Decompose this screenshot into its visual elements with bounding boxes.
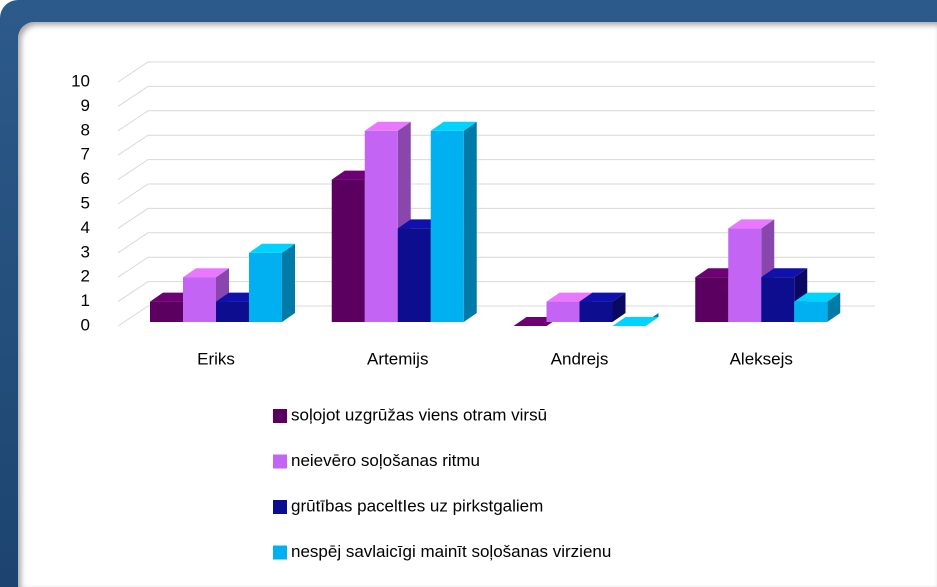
y-tick-label: 10 xyxy=(71,71,90,90)
y-tick-label: 6 xyxy=(81,169,90,188)
y-tick-label: 5 xyxy=(81,193,90,212)
bar-front xyxy=(331,179,365,322)
bar-top xyxy=(183,268,229,278)
x-tick-label: Aleksejs xyxy=(730,349,793,368)
x-tick-label: Artemijs xyxy=(367,349,428,368)
bar-front xyxy=(695,277,729,322)
y-tick-label: 2 xyxy=(81,267,90,286)
legend-label: soļojot uzgrūžas viens otram virsū xyxy=(291,405,547,424)
bar-front xyxy=(150,301,183,322)
y-tick-label: 1 xyxy=(81,291,90,310)
grid-line xyxy=(117,232,875,254)
bar-side xyxy=(612,292,626,322)
bar xyxy=(579,292,626,322)
y-tick-label: 0 xyxy=(81,315,90,334)
x-tick-label: Andrejs xyxy=(551,349,609,368)
grid-line xyxy=(117,134,875,156)
bar-top xyxy=(761,268,808,278)
bar-top xyxy=(728,219,775,229)
bar-front xyxy=(728,228,762,322)
bar-side xyxy=(463,121,477,322)
bar-front xyxy=(183,277,216,322)
y-tick-label: 7 xyxy=(81,145,90,164)
bar-top xyxy=(579,292,626,302)
bar xyxy=(430,121,477,322)
bar-top xyxy=(546,292,593,302)
grid-line xyxy=(117,110,875,132)
bar-front xyxy=(249,252,282,322)
legend-label: nespēj savlaicīgi mainīt soļošanas virzi… xyxy=(291,542,611,561)
bar-front xyxy=(397,228,431,322)
grid-line xyxy=(117,61,875,83)
bar-top xyxy=(364,121,411,131)
bar xyxy=(794,292,841,322)
bar-side xyxy=(827,292,841,322)
bar-front xyxy=(216,301,249,322)
legend-swatch xyxy=(273,545,287,560)
grid-line xyxy=(117,281,875,303)
grid-line xyxy=(117,305,875,327)
bar-side xyxy=(282,243,295,322)
y-tick-label: 8 xyxy=(81,120,90,139)
bar-top xyxy=(430,121,477,131)
legend-swatch xyxy=(273,454,287,469)
y-tick-label: 9 xyxy=(81,96,90,115)
grid-line xyxy=(117,159,875,181)
bar-top xyxy=(249,243,295,253)
bar-front xyxy=(761,277,795,322)
bar-front xyxy=(579,301,613,322)
grid-line xyxy=(117,183,875,205)
bar-front xyxy=(794,301,828,322)
legend-swatch xyxy=(273,409,287,423)
bar xyxy=(249,243,295,322)
bar-top xyxy=(794,292,841,302)
grid-line xyxy=(117,85,875,107)
bar-front xyxy=(364,130,398,322)
bar-top xyxy=(612,317,659,326)
bar xyxy=(612,313,659,326)
grid-line xyxy=(117,207,875,229)
bar-front xyxy=(430,130,464,322)
legend-label: grūtības paceltIes uz pirkstgaliem xyxy=(291,496,543,515)
legend-swatch xyxy=(273,500,287,514)
y-tick-label: 3 xyxy=(81,242,90,261)
bar-front xyxy=(546,301,580,322)
y-tick-label: 4 xyxy=(81,218,90,237)
grid-line xyxy=(117,256,875,278)
legend-label: neievēro soļošanas ritmu xyxy=(291,451,480,470)
x-tick-label: Eriks xyxy=(197,349,235,368)
